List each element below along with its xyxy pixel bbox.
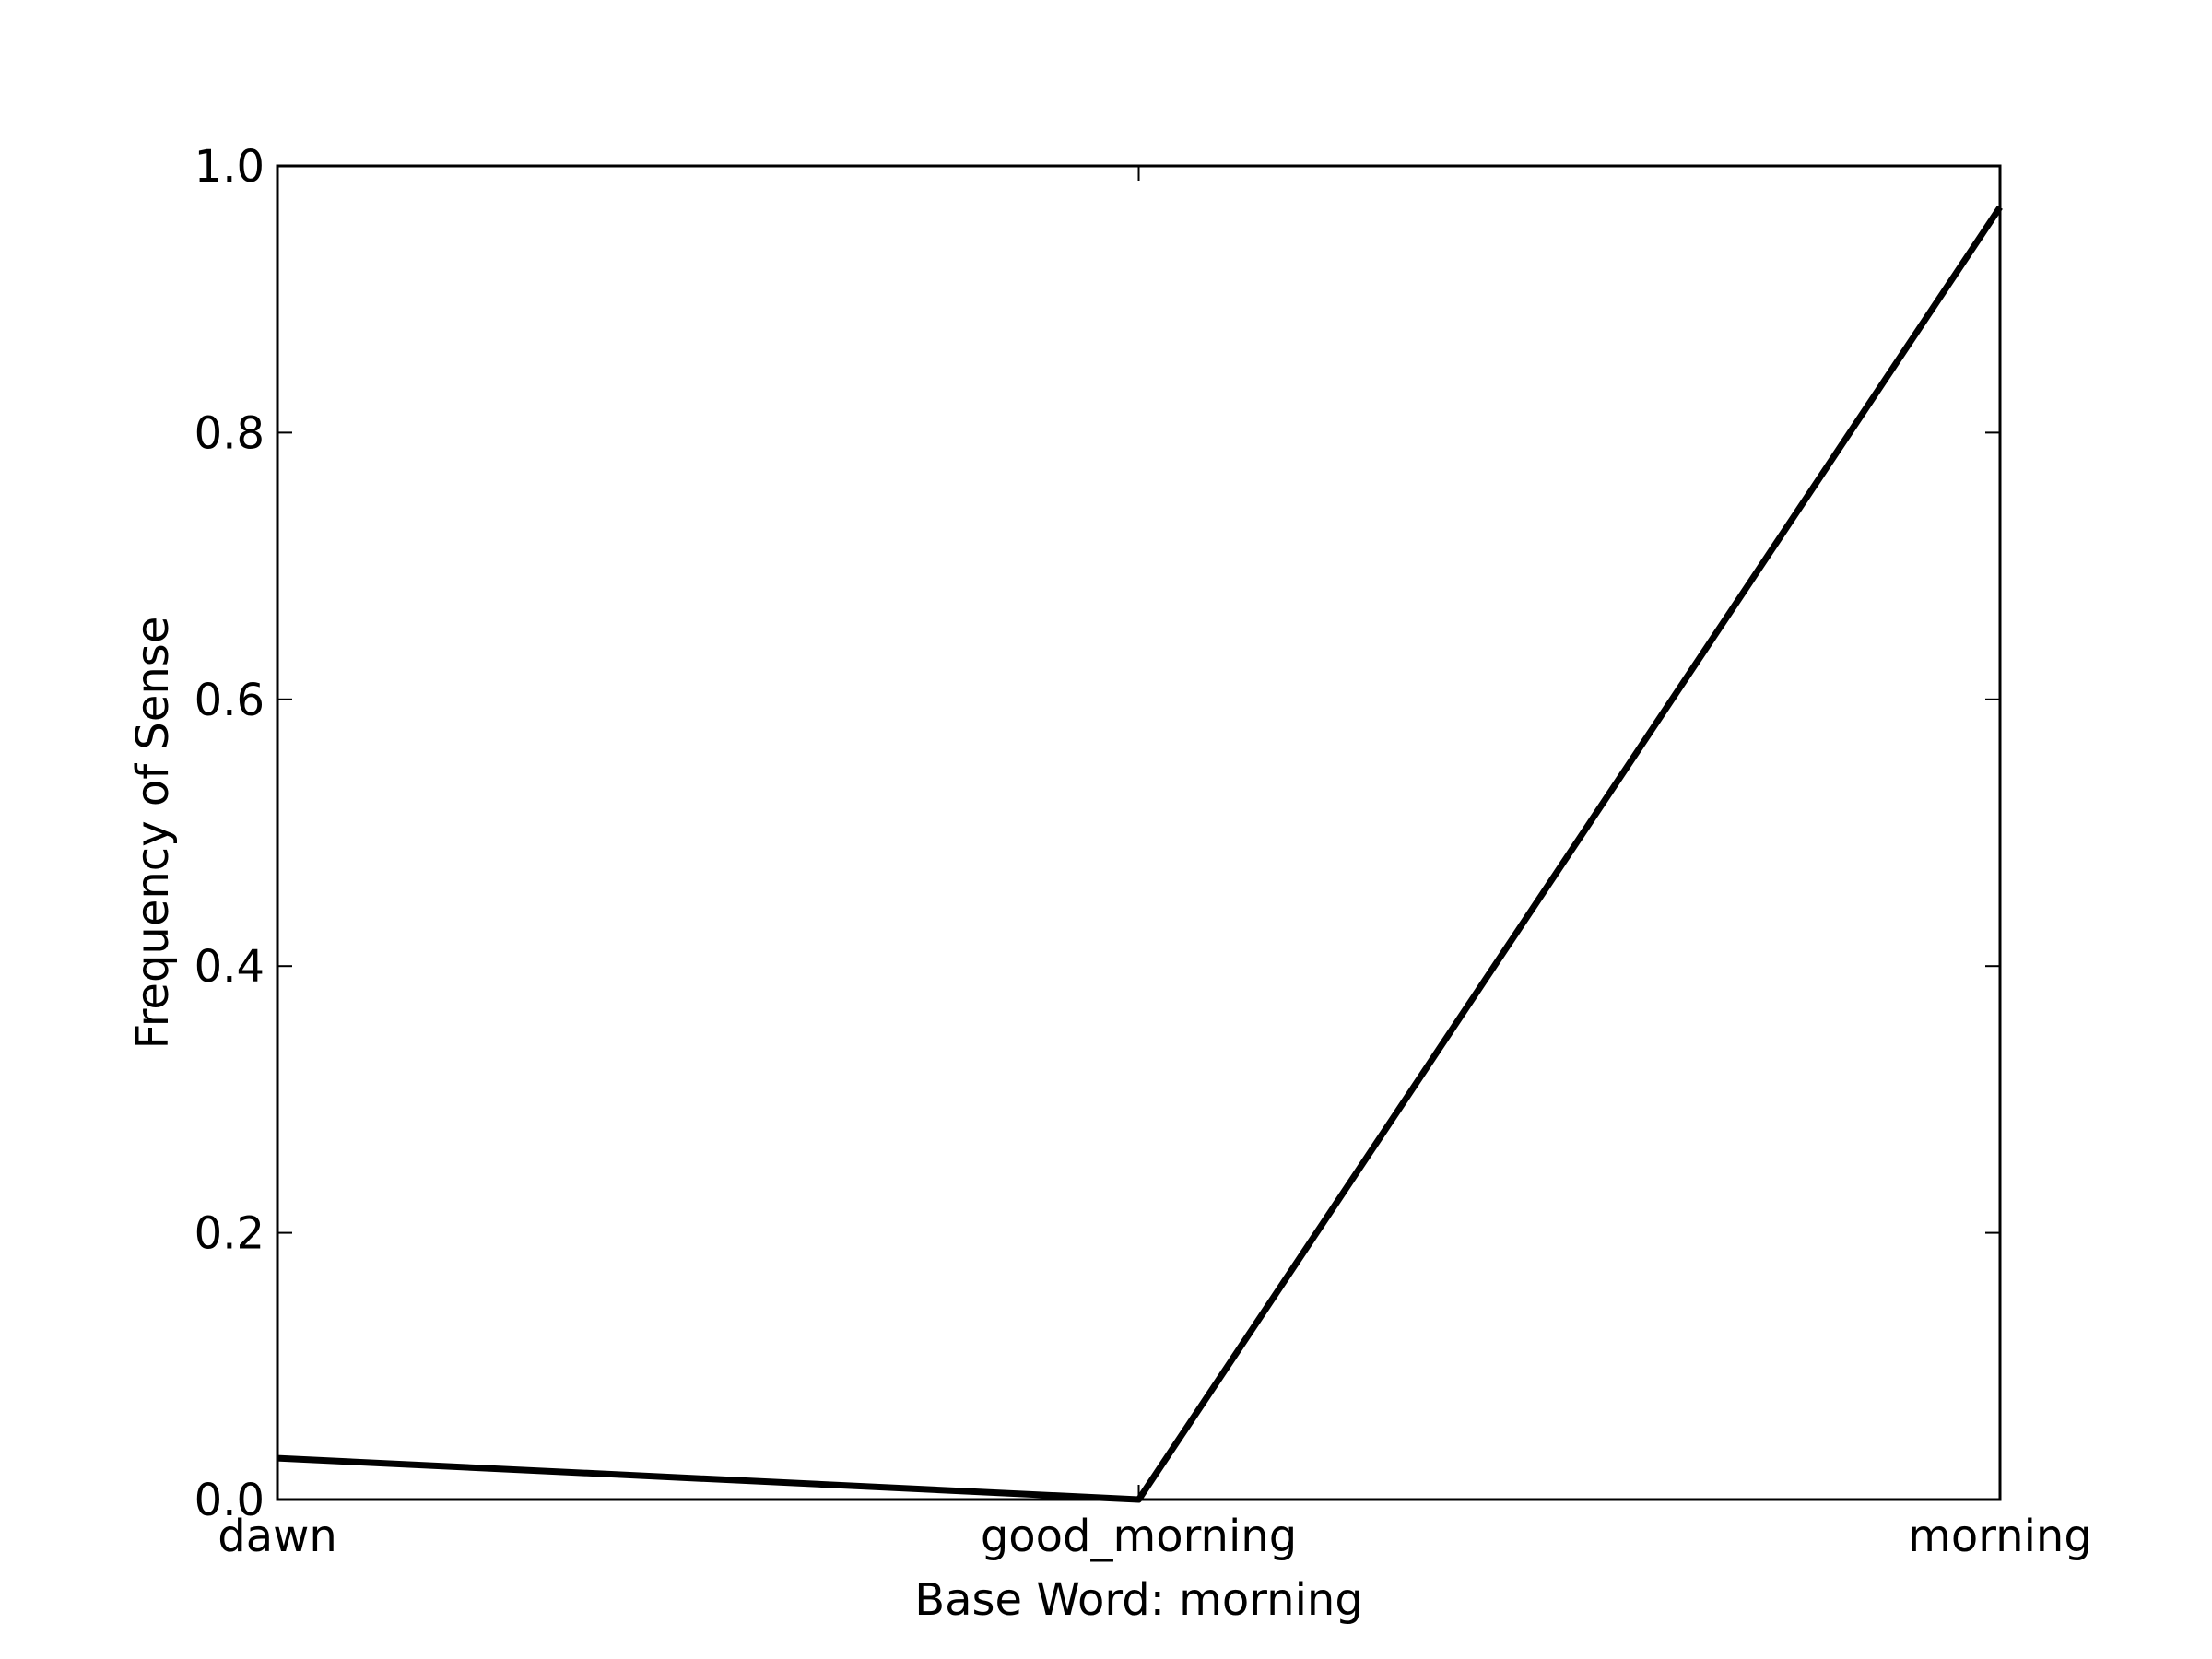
x-tick-label: morning — [1908, 1511, 2092, 1562]
y-axis-title: Frequency of Sense — [127, 617, 179, 1050]
series-line — [276, 205, 2003, 1503]
y-tick-label: 0.2 — [194, 1208, 265, 1260]
x-tick-labels: dawn good_morning morning — [218, 1511, 2092, 1562]
series-layer — [276, 205, 2003, 1503]
x-axis-title: Base Word: morning — [914, 1574, 1363, 1626]
y-tick-label: 1.0 — [194, 141, 265, 193]
y-tick-labels: 0.0 0.2 0.4 0.6 0.8 1.0 — [194, 141, 265, 1526]
y-tick-label: 0.8 — [194, 407, 265, 459]
x-axis-ticks — [276, 166, 2001, 1500]
x-tick-label: good_morning — [981, 1511, 1297, 1562]
y-tick-label: 0.6 — [194, 675, 265, 726]
x-tick-label: dawn — [218, 1511, 337, 1562]
y-tick-label: 0.0 — [194, 1475, 265, 1526]
plot-frame — [276, 164, 2002, 1501]
y-tick-label: 0.4 — [194, 941, 265, 993]
y-axis-ticks — [277, 165, 2000, 1500]
